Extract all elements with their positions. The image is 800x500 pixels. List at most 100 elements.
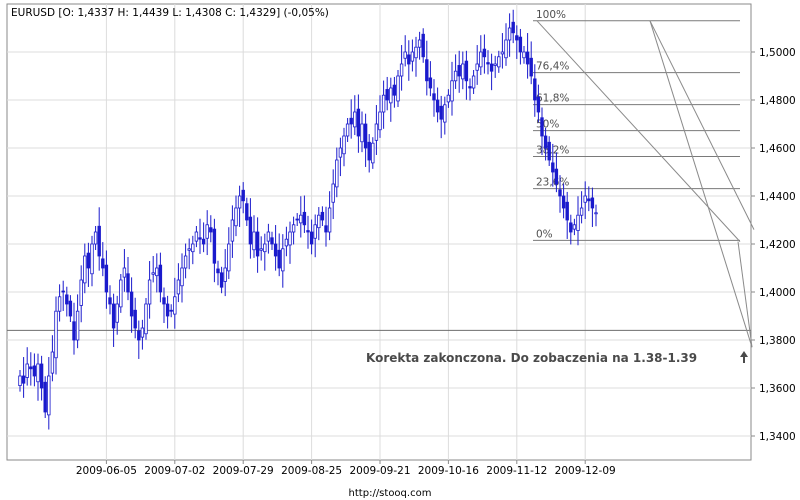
candle-body xyxy=(32,365,37,377)
candle-body xyxy=(536,96,541,113)
candle-body xyxy=(345,123,350,137)
candle-body xyxy=(417,39,422,48)
x-tick-label: 2009-09-21 xyxy=(349,465,410,477)
y-tick-label: 1,3800 xyxy=(759,335,796,347)
candle-body xyxy=(540,117,544,137)
candle-body xyxy=(569,222,573,233)
candle-body xyxy=(507,27,512,41)
annotation-text: Korekta zakonczona. Do zobaczenia na 1.3… xyxy=(366,351,697,365)
candle-body xyxy=(194,231,199,242)
candle-body xyxy=(428,77,433,89)
candle-body xyxy=(50,351,55,374)
x-tick-label: 2009-12-09 xyxy=(555,465,616,477)
candle-body xyxy=(403,51,407,59)
plot-frame xyxy=(6,3,752,461)
candle-body xyxy=(237,195,242,209)
fib-level-label: 50% xyxy=(536,119,559,131)
candle-body xyxy=(421,33,425,58)
candle-body xyxy=(497,56,501,68)
candle-body xyxy=(216,268,220,274)
candle-body xyxy=(450,80,454,102)
candle-body xyxy=(54,310,58,359)
y-tick-label: 1,4200 xyxy=(759,239,796,251)
candle-body xyxy=(392,84,397,96)
candle-body xyxy=(371,142,375,164)
candle-body xyxy=(252,231,256,251)
candle-body xyxy=(335,159,339,188)
candle-body xyxy=(399,63,404,77)
candle-body xyxy=(342,135,346,155)
x-tick-label: 2009-08-25 xyxy=(281,465,342,477)
candle-body xyxy=(176,279,181,295)
candle-body xyxy=(453,70,458,82)
candle-body xyxy=(169,309,173,312)
candle-body xyxy=(576,214,580,231)
candle-body xyxy=(363,123,368,149)
candle-body xyxy=(129,291,134,317)
candle-body xyxy=(25,363,29,378)
candle-body xyxy=(594,212,598,215)
y-tick-label: 1,4600 xyxy=(759,143,796,155)
candle-body xyxy=(86,252,91,269)
candle-body xyxy=(500,51,505,55)
candle-body xyxy=(43,381,47,413)
candle-body xyxy=(468,86,472,89)
candle-body xyxy=(331,183,335,203)
candle-body xyxy=(309,231,314,245)
candle-body xyxy=(374,123,379,141)
fan-line xyxy=(649,20,753,348)
y-tick-label: 1,3400 xyxy=(759,431,796,443)
candle-body xyxy=(439,105,443,120)
candle-body xyxy=(97,225,101,257)
candle-body xyxy=(83,255,87,284)
y-tick-label: 1,4400 xyxy=(759,191,796,203)
candle-body xyxy=(561,195,566,209)
x-tick-label: 2009-07-02 xyxy=(144,465,205,477)
candle-body xyxy=(353,111,357,128)
fan-line xyxy=(737,241,753,348)
y-tick-label: 1,4000 xyxy=(759,287,796,299)
fan-lines xyxy=(536,20,755,348)
candle-body xyxy=(205,224,209,239)
candle-body xyxy=(529,57,533,77)
candle-body xyxy=(522,51,526,59)
candle-body xyxy=(475,63,479,71)
x-tick-label: 2009-07-29 xyxy=(213,465,274,477)
candle-body xyxy=(133,309,137,329)
candle-body xyxy=(367,141,371,161)
candle-body xyxy=(165,303,170,317)
candle-body xyxy=(147,279,152,305)
candle-body xyxy=(162,297,166,305)
candle-body xyxy=(259,248,263,251)
candles xyxy=(18,9,598,430)
candle-body xyxy=(108,297,112,305)
x-tick-label: 2009-11-12 xyxy=(486,465,547,477)
candle-body xyxy=(518,36,523,53)
candle-body xyxy=(291,224,296,233)
y-tick-label: 1,5000 xyxy=(759,47,796,59)
candle-body xyxy=(486,62,490,65)
candle-body xyxy=(349,117,353,125)
candle-body xyxy=(72,321,76,341)
fan-line xyxy=(649,20,755,230)
candle-body xyxy=(101,258,105,269)
candle-body xyxy=(144,303,148,335)
candle-body xyxy=(277,249,281,269)
candle-body xyxy=(47,375,51,416)
chart-title: EURUSD [O: 1,4337 H: 1,4439 L: 1,4308 C:… xyxy=(11,7,329,19)
candle-body xyxy=(356,108,361,137)
candle-body xyxy=(457,65,461,77)
candle-body xyxy=(327,207,332,233)
candle-body xyxy=(317,214,321,229)
candle-body xyxy=(115,303,119,323)
candle-body xyxy=(396,75,400,102)
candle-body xyxy=(461,63,465,80)
candle-body xyxy=(180,267,184,287)
x-tick-label: 2009-06-05 xyxy=(76,465,137,477)
candle-body xyxy=(21,375,26,384)
candle-body xyxy=(385,89,389,101)
candle-body xyxy=(140,327,145,338)
candle-body xyxy=(248,216,253,245)
candle-body xyxy=(111,303,116,329)
